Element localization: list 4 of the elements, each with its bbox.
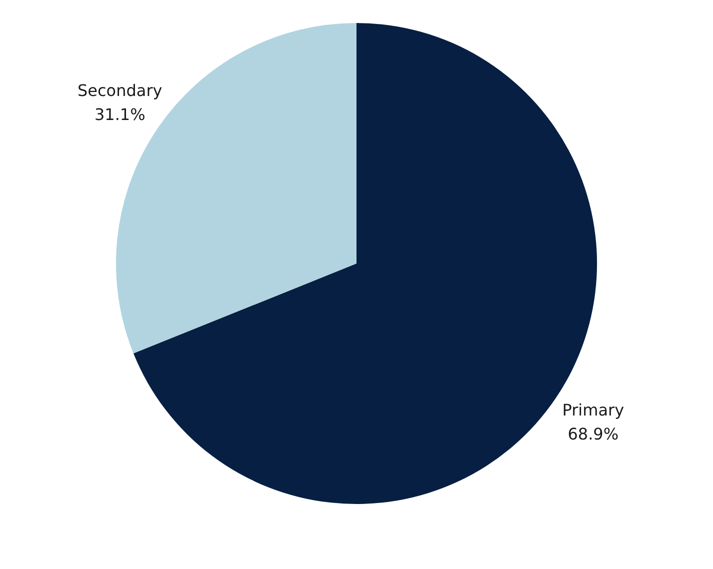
data-label: 31.1%	[94, 104, 146, 124]
slice-label: Secondary	[78, 80, 162, 100]
data-label: 68.9%	[568, 424, 619, 444]
slice-label: Primary	[562, 400, 624, 420]
